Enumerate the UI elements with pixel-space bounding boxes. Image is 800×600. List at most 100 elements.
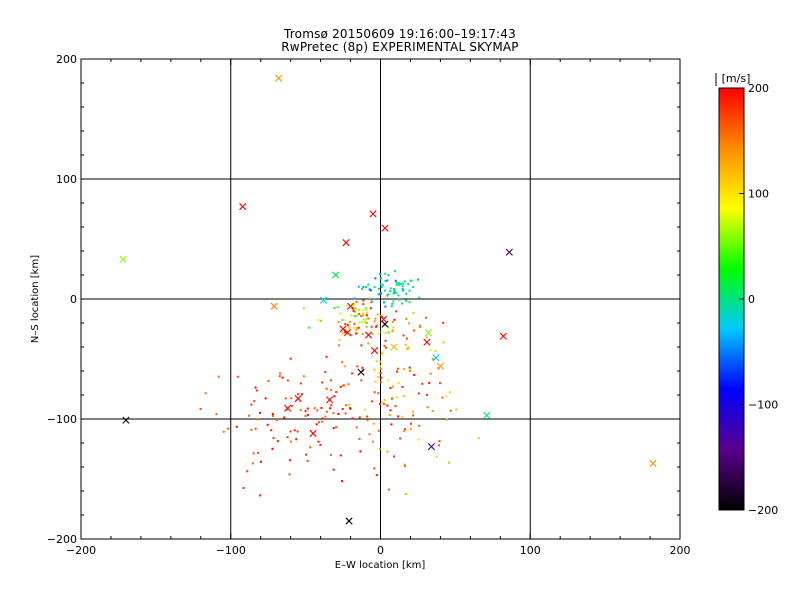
echo-dot <box>426 406 429 409</box>
echo-dot <box>353 302 356 305</box>
echo-dot <box>319 443 322 446</box>
echo-dot <box>418 424 421 427</box>
echo-dot <box>317 421 320 424</box>
echo-dot <box>347 326 350 329</box>
echo-dot <box>248 414 251 417</box>
echo-dot <box>360 287 363 290</box>
echo-dot <box>394 279 397 282</box>
echo-dot <box>378 272 381 275</box>
echo-dot <box>360 315 363 318</box>
echo-dot <box>386 404 389 407</box>
echo-dot <box>392 455 395 458</box>
echo-dot <box>384 289 387 292</box>
echo-dot <box>431 358 434 361</box>
echo-dot <box>353 327 356 330</box>
echo-x-marker <box>270 302 278 310</box>
echo-dot <box>418 296 421 299</box>
echo-x-marker <box>423 338 431 346</box>
echo-dot <box>222 430 225 433</box>
echo-dot <box>256 418 259 421</box>
echo-dot <box>387 293 390 296</box>
y-tick-label: −100 <box>47 413 77 426</box>
echo-dot <box>384 279 387 282</box>
echo-x-marker <box>284 404 292 412</box>
echo-dot <box>351 372 354 375</box>
echo-dot <box>348 320 351 323</box>
echo-dot <box>425 393 428 396</box>
echo-x-marker <box>390 343 398 351</box>
echo-x-marker <box>343 329 352 337</box>
echo-dot <box>408 301 411 304</box>
colorbar-tick-label: 200 <box>748 82 769 95</box>
echo-dot <box>335 426 338 429</box>
echo-dot <box>390 305 393 308</box>
marker-stroke <box>369 210 377 218</box>
echo-dot <box>421 382 424 385</box>
chart-title: Tromsø 20150609 19:16:00–19:17:43 <box>284 27 516 41</box>
marker-stroke <box>483 411 491 419</box>
echo-dot <box>381 315 384 318</box>
echo-dot <box>252 452 255 455</box>
echo-dot <box>338 338 341 341</box>
echo-dot <box>348 403 351 406</box>
echo-dot <box>357 285 360 288</box>
echo-x-marker <box>499 332 507 340</box>
echo-dot <box>304 414 307 417</box>
echo-dot <box>344 404 347 407</box>
echo-dot <box>389 287 392 290</box>
echo-dot <box>418 324 421 327</box>
echo-dot <box>283 416 286 419</box>
echo-dot <box>264 397 267 400</box>
echo-dot <box>289 440 292 443</box>
echo-dot <box>373 298 376 301</box>
echo-dot <box>360 379 363 382</box>
echo-dot <box>404 492 407 495</box>
colorbar-ticks: 200 100 0 −100 −200 <box>715 73 778 517</box>
echo-dot <box>365 325 368 328</box>
echo-dot <box>354 332 357 335</box>
echo-dot <box>365 321 368 324</box>
echo-dot <box>309 446 312 449</box>
echo-dot <box>330 389 333 392</box>
echo-dot <box>362 318 365 321</box>
echo-dots <box>199 270 480 497</box>
echo-dot <box>381 401 384 404</box>
echo-dot <box>395 283 398 286</box>
echo-x-marker <box>339 325 347 333</box>
echo-dot <box>429 372 432 375</box>
echo-dot <box>279 372 282 375</box>
echo-dot <box>360 344 363 347</box>
echo-dot <box>336 306 339 309</box>
echo-dot <box>332 427 335 430</box>
echo-dot <box>398 298 401 301</box>
echo-dot <box>435 455 438 458</box>
echo-dot <box>288 473 291 476</box>
echo-dot <box>387 331 390 334</box>
echo-dot <box>259 411 262 414</box>
echo-dot <box>368 288 371 291</box>
echo-dot <box>271 414 274 417</box>
echo-dot <box>417 392 420 395</box>
marker-stroke <box>357 368 365 376</box>
echo-dot <box>393 291 396 294</box>
echo-x-marker <box>483 411 491 419</box>
marker-stroke <box>381 320 389 328</box>
marker-stroke <box>122 416 130 424</box>
marker-stroke <box>320 296 328 304</box>
echo-dot <box>431 409 434 412</box>
echo-dot <box>304 453 307 456</box>
echo-dot <box>375 325 378 328</box>
y-tick-label: −200 <box>47 533 77 546</box>
echo-dot <box>364 320 367 323</box>
echo-dot <box>271 412 274 415</box>
echo-dot <box>361 332 364 335</box>
echo-dot <box>302 307 305 310</box>
echo-x-marker <box>342 239 350 247</box>
echo-dot <box>353 315 356 318</box>
colorbar-unit-label: [m/s] <box>722 72 751 85</box>
echo-dot <box>393 290 396 293</box>
echo-dot <box>384 331 387 334</box>
echo-dot <box>259 460 262 463</box>
